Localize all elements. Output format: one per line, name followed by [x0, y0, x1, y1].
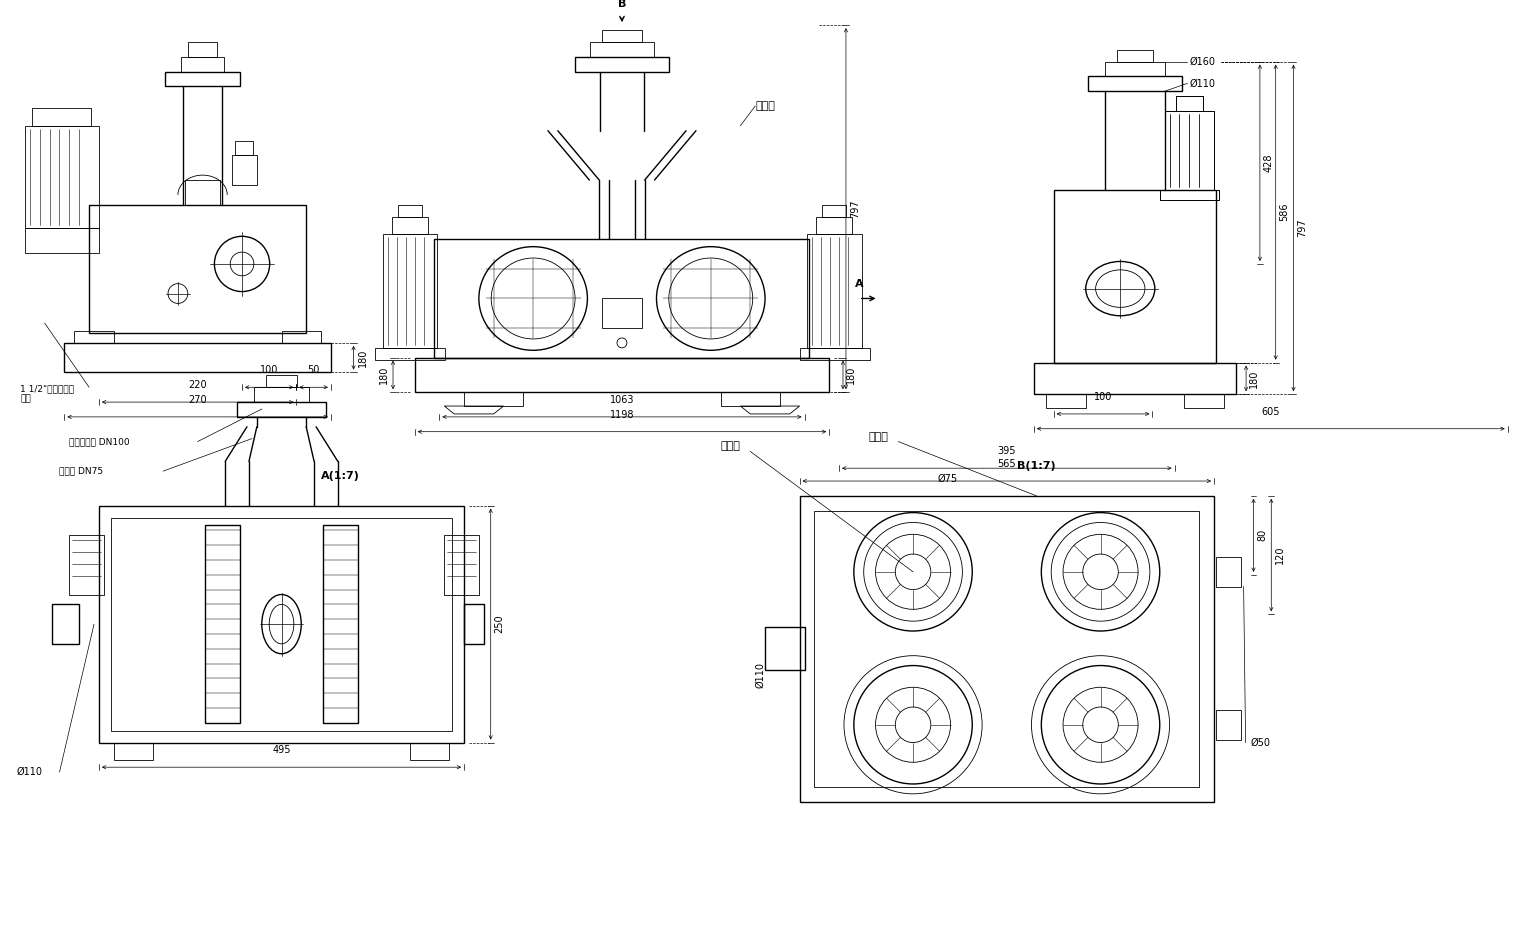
- Bar: [32, 108, 91, 126]
- Bar: [25, 228, 98, 253]
- Bar: [410, 743, 449, 761]
- Bar: [164, 72, 240, 87]
- Bar: [323, 525, 358, 722]
- Text: Ø110: Ø110: [17, 767, 43, 777]
- Bar: [602, 30, 642, 42]
- Bar: [392, 217, 427, 235]
- Text: 586: 586: [1279, 203, 1290, 222]
- Bar: [184, 180, 220, 205]
- Bar: [111, 518, 452, 731]
- Bar: [1160, 190, 1220, 200]
- Text: Ø50: Ø50: [1250, 737, 1270, 748]
- Bar: [415, 358, 829, 392]
- Text: 压力排水管 DN100: 压力排水管 DN100: [69, 437, 131, 446]
- Bar: [1117, 49, 1154, 61]
- Text: 通气管 DN75: 通气管 DN75: [60, 466, 103, 476]
- Bar: [464, 604, 484, 644]
- Bar: [398, 205, 422, 217]
- Bar: [74, 331, 114, 343]
- Text: 180: 180: [358, 348, 367, 367]
- Text: 1 1/2"手动隔膜泵: 1 1/2"手动隔膜泵: [20, 385, 74, 393]
- Text: 检修盖: 检修盖: [720, 441, 740, 452]
- Bar: [1175, 96, 1203, 111]
- Bar: [602, 299, 642, 328]
- Text: 180: 180: [1249, 370, 1260, 387]
- Text: 80: 80: [1258, 529, 1267, 542]
- Text: 797: 797: [849, 199, 860, 218]
- Text: Ø110: Ø110: [1189, 78, 1215, 88]
- Text: 皮托管: 皮托管: [868, 432, 888, 441]
- Bar: [1087, 76, 1183, 91]
- Bar: [382, 235, 438, 348]
- Text: 495: 495: [272, 746, 290, 755]
- Bar: [800, 348, 869, 359]
- Bar: [574, 57, 670, 72]
- Text: 1198: 1198: [610, 410, 634, 420]
- Bar: [720, 392, 780, 406]
- Bar: [235, 141, 253, 155]
- Bar: [52, 604, 80, 644]
- Text: A(1:7): A(1:7): [321, 471, 359, 481]
- Bar: [187, 42, 218, 57]
- Text: B(1:7): B(1:7): [1017, 461, 1055, 471]
- Text: 50: 50: [307, 366, 319, 375]
- Bar: [375, 348, 445, 359]
- Text: 120: 120: [1275, 546, 1286, 564]
- Text: A: A: [854, 278, 863, 289]
- Bar: [1046, 394, 1086, 408]
- Bar: [253, 387, 309, 402]
- Bar: [65, 343, 330, 372]
- Text: 止回阀: 止回阀: [756, 101, 776, 111]
- Bar: [816, 217, 852, 235]
- Bar: [281, 331, 321, 343]
- Bar: [800, 496, 1213, 802]
- Bar: [98, 506, 464, 743]
- Bar: [814, 510, 1200, 787]
- Bar: [822, 205, 846, 217]
- Bar: [1164, 111, 1213, 190]
- Text: 250: 250: [495, 614, 505, 633]
- Bar: [1217, 557, 1241, 587]
- Bar: [590, 42, 653, 57]
- Bar: [1175, 96, 1203, 111]
- Bar: [808, 235, 862, 348]
- Bar: [1160, 190, 1220, 200]
- Bar: [114, 743, 154, 761]
- Bar: [89, 205, 306, 333]
- Text: 605: 605: [1261, 407, 1279, 417]
- Bar: [232, 155, 257, 185]
- Text: B: B: [617, 0, 627, 9]
- Text: Ø75: Ø75: [937, 474, 957, 484]
- Text: 270: 270: [189, 395, 207, 405]
- Bar: [1034, 362, 1236, 394]
- Text: 100: 100: [1094, 392, 1112, 402]
- Bar: [1054, 190, 1217, 362]
- Text: 797: 797: [1298, 219, 1307, 237]
- Text: 428: 428: [1264, 154, 1273, 172]
- Bar: [444, 535, 479, 595]
- Bar: [237, 402, 326, 417]
- Text: 565: 565: [997, 459, 1017, 469]
- Text: 180: 180: [846, 366, 856, 385]
- Bar: [1184, 394, 1224, 408]
- Bar: [266, 375, 298, 387]
- Bar: [181, 57, 224, 72]
- Text: 180: 180: [379, 366, 389, 385]
- Bar: [25, 126, 98, 228]
- Text: 100: 100: [260, 366, 278, 375]
- Text: 接口: 接口: [20, 394, 31, 403]
- Text: 1063: 1063: [610, 395, 634, 405]
- Bar: [204, 525, 240, 722]
- Bar: [765, 627, 805, 670]
- Bar: [1164, 111, 1213, 190]
- Text: Ø110: Ø110: [756, 662, 765, 688]
- Bar: [1217, 710, 1241, 739]
- Text: Ø160: Ø160: [1189, 57, 1215, 67]
- Bar: [1106, 61, 1164, 76]
- Bar: [69, 535, 104, 595]
- Text: 220: 220: [189, 380, 207, 390]
- Text: 395: 395: [997, 446, 1015, 456]
- Bar: [435, 239, 809, 358]
- Bar: [464, 392, 524, 406]
